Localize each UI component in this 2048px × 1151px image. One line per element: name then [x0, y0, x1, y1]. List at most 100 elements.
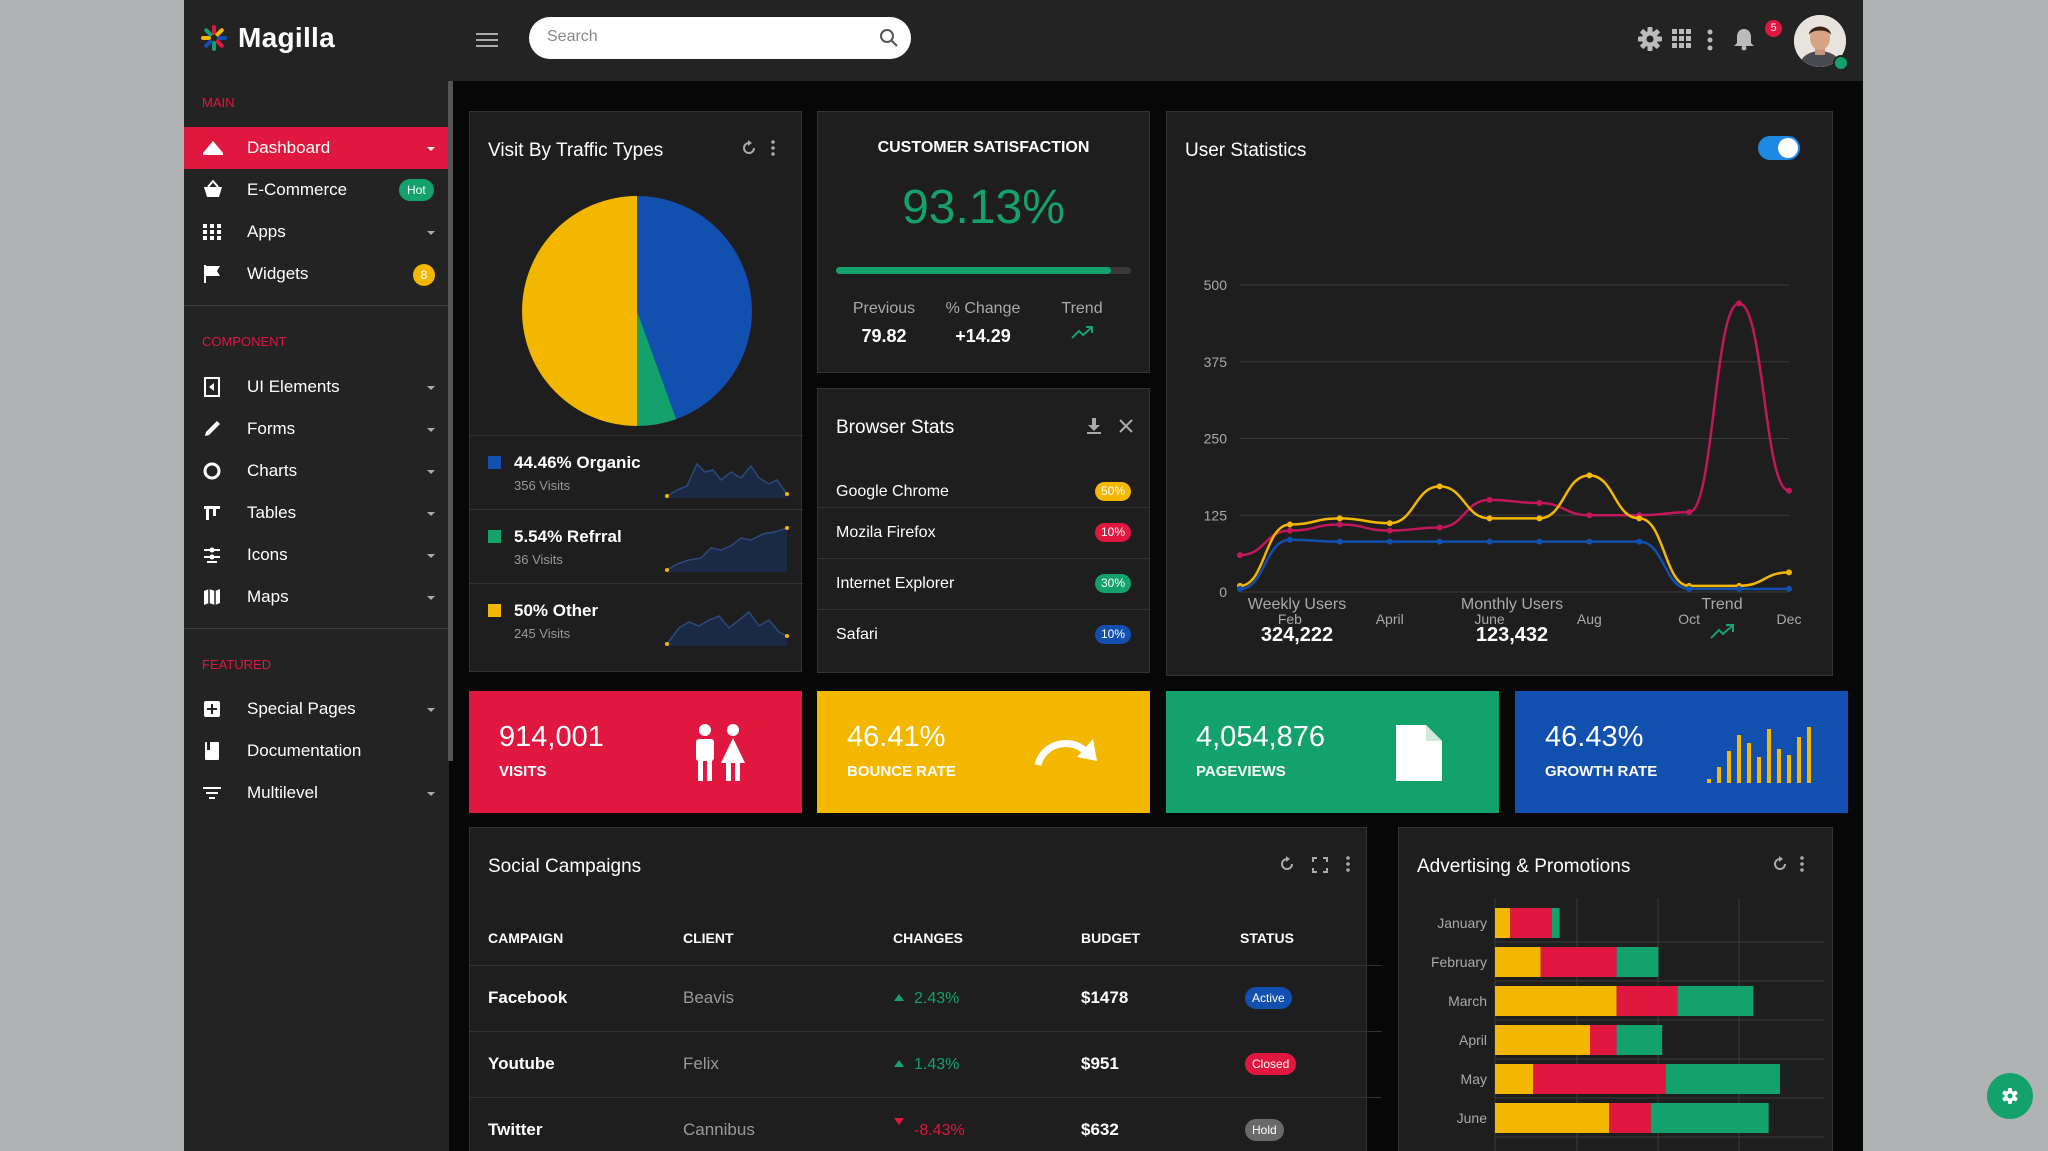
table-row[interactable]: Facebook Beavis 2.43% $1478 Active [470, 965, 1382, 1032]
download-icon[interactable] [1086, 417, 1102, 435]
basket-icon [204, 180, 222, 197]
data-point [1436, 538, 1443, 545]
tile-label: PAGEVIEWS [1196, 763, 1286, 780]
sidebar-item-charts[interactable]: Charts [184, 450, 449, 492]
y-tick-label: 500 [1204, 277, 1228, 293]
chevron-down-icon [427, 470, 435, 474]
refresh-icon[interactable] [740, 139, 758, 157]
category-label: April [1459, 1032, 1487, 1048]
sidebar-item-dashboard[interactable]: Dashboard [184, 127, 449, 169]
more-vertical-icon[interactable] [1799, 856, 1805, 872]
more-vertical-icon[interactable] [770, 140, 776, 156]
data-point [1586, 538, 1593, 545]
legend-swatch [488, 530, 501, 543]
settings-fab[interactable] [1987, 1073, 2033, 1119]
apps-grid-icon[interactable] [1672, 29, 1692, 49]
filter-list-icon [203, 787, 221, 799]
browser-percent-badge: 10% [1094, 625, 1131, 644]
sidebar-item-documentation[interactable]: Documentation [184, 730, 449, 772]
data-point [1686, 585, 1693, 592]
menu-icon[interactable] [476, 31, 498, 49]
series-line-2 [1239, 538, 1789, 591]
sidebar-item-icons[interactable]: Icons [184, 534, 449, 576]
sidebar-divider [184, 305, 449, 306]
dashboard-icon [203, 141, 223, 155]
sidebar-scrollbar[interactable] [448, 81, 453, 761]
chart-ring-icon [203, 462, 221, 480]
ui-elements-icon [204, 377, 220, 397]
sidebar-divider [184, 628, 449, 629]
legend-title: 50% Other [514, 601, 599, 620]
more-vertical-icon[interactable] [1707, 29, 1713, 51]
search-input[interactable] [545, 27, 869, 47]
bar-segment [1533, 1064, 1666, 1094]
sidebar-item-multilevel[interactable]: Multilevel [184, 772, 449, 814]
sidebar-item-ecommerce[interactable]: E-Commerce Hot [184, 169, 449, 211]
budget-value: $1478 [1081, 988, 1129, 1007]
column-header-campaign[interactable]: CAMPAIGN [488, 930, 564, 946]
bar-segment [1510, 908, 1552, 938]
refresh-icon[interactable] [1278, 855, 1296, 873]
chevron-down-icon [427, 147, 435, 151]
change-value: 2.43% [914, 990, 960, 1007]
sidebar-item-label: UI Elements [247, 377, 340, 396]
sidebar-item-widgets[interactable]: Widgets 8 [184, 253, 449, 295]
search-icon[interactable] [879, 28, 899, 48]
tile-value: 4,054,876 [1196, 721, 1326, 753]
legend-swatch [488, 604, 501, 617]
top-navbar: Magilla [184, 0, 1863, 81]
browser-row-safari: Safari 10% [818, 609, 1149, 661]
sidebar-item-tables[interactable]: Tables [184, 492, 449, 534]
bar-segment [1666, 1064, 1780, 1094]
card-title: User Statistics [1185, 140, 1307, 161]
bar-segment [1590, 1025, 1617, 1055]
advertising-stacked-bar-chart: January February March April May June [1431, 898, 1824, 1151]
sidebar-item-maps[interactable]: Maps [184, 576, 449, 618]
sidebar-item-apps[interactable]: Apps [184, 211, 449, 253]
x-tick-label: Aug [1577, 611, 1602, 627]
growth-bars-icon [1707, 727, 1811, 783]
sidebar-item-label: Multilevel [247, 783, 318, 802]
sidebar-item-label: E-Commerce [247, 180, 348, 199]
bounce-rate-tile: 46.41% BOUNCE RATE [817, 691, 1150, 813]
brand-name: Magilla [238, 22, 336, 53]
stat-label: Previous [852, 300, 916, 317]
bell-icon[interactable] [1733, 27, 1755, 51]
brand-logo[interactable]: Magilla [200, 22, 335, 54]
table-row[interactable]: Youtube Felix 1.43% $951 Closed [470, 1031, 1382, 1098]
data-point [1237, 585, 1243, 592]
data-point [1486, 515, 1493, 522]
chevron-down-icon [427, 428, 435, 432]
client-name: Beavis [683, 988, 735, 1007]
toggle-switch[interactable] [1758, 136, 1800, 160]
table-row[interactable]: Twitter Cannibus -8.43% $632 Hold [470, 1097, 1382, 1151]
data-point [1336, 538, 1343, 545]
more-vertical-icon[interactable] [1345, 856, 1351, 872]
column-header-status[interactable]: STATUS [1240, 930, 1294, 946]
sidebar-item-forms[interactable]: Forms [184, 408, 449, 450]
gear-icon[interactable] [1637, 26, 1663, 52]
sidebar-item-label: Apps [247, 222, 286, 241]
sidebar-item-label: Special Pages [247, 699, 356, 718]
stat-value: 79.82 [861, 326, 907, 346]
pageviews-tile: 4,054,876 PAGEVIEWS [1166, 691, 1499, 813]
stat-previous: Previous 79.82 [824, 300, 944, 347]
close-icon[interactable] [1118, 418, 1134, 434]
column-header-budget[interactable]: BUDGET [1081, 930, 1141, 946]
legend-row-organic: 44.46% Organic 356 Visits [470, 435, 803, 510]
sidebar-item-special-pages[interactable]: Special Pages [184, 688, 449, 730]
document-icon [1396, 725, 1442, 781]
status-badge: Hold [1245, 1119, 1284, 1141]
tile-value: 914,001 [499, 721, 604, 753]
bar-segment [1650, 1103, 1769, 1133]
browser-row-firefox: Mozila Firefox 10% [818, 507, 1149, 559]
chevron-down-icon [427, 792, 435, 796]
bar-segment [1495, 947, 1541, 977]
column-header-changes[interactable]: CHANGES [893, 930, 964, 946]
sidebar-section-featured: FEATURED [202, 657, 272, 672]
column-header-client[interactable]: CLIENT [683, 930, 734, 946]
stat-label: % Change [945, 300, 1021, 317]
refresh-icon[interactable] [1771, 855, 1789, 873]
sidebar-item-ui-elements[interactable]: UI Elements [184, 366, 449, 408]
fullscreen-icon[interactable] [1312, 857, 1328, 873]
